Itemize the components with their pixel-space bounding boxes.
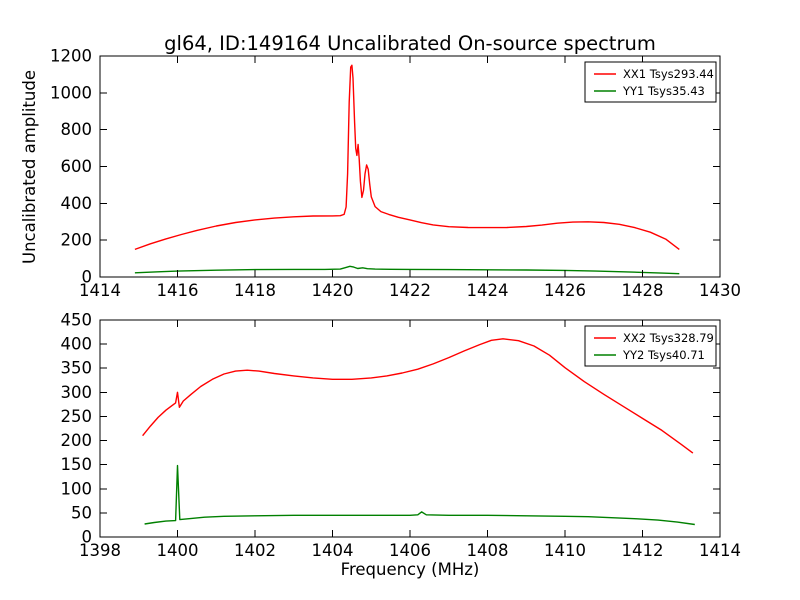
x-tick-label: 1406 [389,541,431,560]
y-tick-label: 350 [61,359,93,378]
x-tick-label: 1412 [622,541,664,560]
series-line-yy1 [134,265,680,275]
x-tick-label: 1408 [467,541,509,560]
x-tick-label: 1414 [699,541,741,560]
subplot-1: 1414 1416 1418 1420 1422 1424 1426 1428 1430 0 200… [50,47,741,301]
legend-label: YY2 Tsys40.71 [622,348,705,362]
y-tick-label: 300 [61,383,93,402]
x-tick-label: 1430 [699,281,741,300]
subplot-2: 1398 1400 1402 1404 1406 1408 1410 1412 1414 0 50 1… [61,311,742,561]
x-tick-label: 1422 [389,281,431,300]
x-tick-label: 1424 [467,281,509,300]
legend-label: XX1 Tsys293.44 [623,67,714,81]
x-tick-label: 1402 [234,541,276,560]
x-tick-label: 1418 [234,281,276,300]
y-tick-label: 200 [61,231,93,250]
legend-box [584,61,717,103]
y-tick-label: 50 [71,503,92,522]
x-tick-label: 1404 [312,541,354,560]
y-tick-label: 450 [61,311,93,330]
x-tick-label: 1416 [157,281,199,300]
y-tick-label: 0 [82,268,93,287]
legend-label: YY1 Tsys35.43 [622,84,705,98]
y-tick-label: 400 [61,335,93,354]
x-axis-label: Frequency (MHz) [340,560,480,579]
y-tick-label: 200 [61,431,93,450]
legend-box [584,325,717,367]
y-tick-label: 0 [82,528,93,547]
x-tick-label: 1426 [544,281,586,300]
x-tick-label: 1410 [544,541,586,560]
y-tick-label: 150 [61,455,93,474]
series-line-yy2 [144,464,695,526]
y-tick-label: 250 [61,407,93,426]
x-tick-label: 1400 [157,541,199,560]
y-tick-label: 400 [61,194,93,213]
legend-label: XX2 Tsys328.79 [623,331,714,345]
y-tick-label: 1000 [50,83,92,102]
series-line-xx1 [134,64,680,251]
y-tick-label: 800 [61,120,93,139]
x-tick-label: 1398 [79,541,121,560]
x-tick-label: 1428 [622,281,664,300]
y-tick-label: 100 [61,479,93,498]
y-tick-label: 1200 [50,47,92,66]
series-line-xx2 [142,338,694,454]
x-tick-label: 1414 [79,281,121,300]
plot-title: gl64, ID:149164 Uncalibrated On-source s… [164,32,656,55]
y-tick-label: 600 [61,157,93,176]
x-tick-label: 1420 [312,281,354,300]
